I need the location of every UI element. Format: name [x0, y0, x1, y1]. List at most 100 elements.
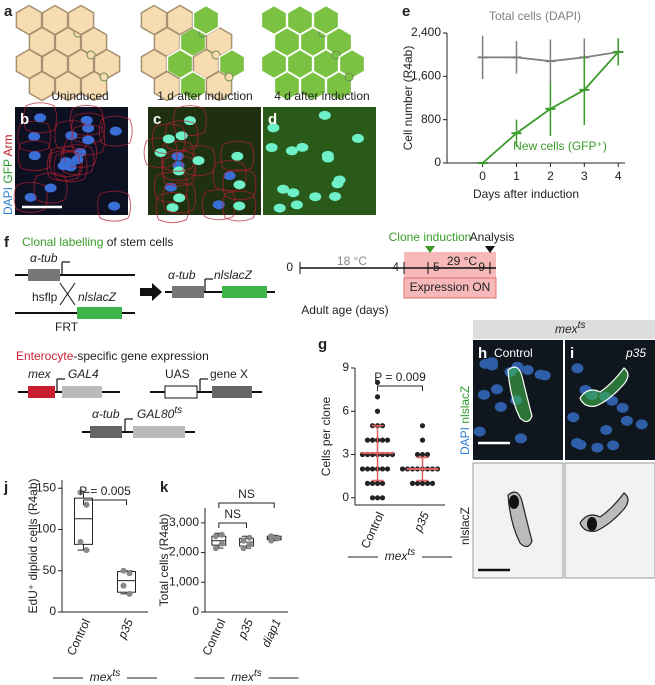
gene-box	[62, 386, 102, 398]
gene-box	[164, 385, 198, 399]
point	[419, 451, 426, 458]
x-axis-label: Days after induction	[473, 187, 579, 201]
significance-bracket	[218, 522, 247, 528]
gene-label: α-tub	[168, 268, 196, 282]
timeline-label: 9	[478, 260, 485, 274]
cell-outline	[23, 102, 58, 134]
box	[117, 571, 136, 593]
nucleus	[231, 151, 244, 161]
point	[120, 567, 127, 574]
cell-outline	[13, 181, 48, 213]
panel-letter: e	[402, 3, 410, 20]
panel-letter: a	[4, 3, 13, 20]
x-tick-label: Control	[199, 617, 228, 658]
nucleus	[490, 384, 503, 395]
group-label-sup: ts	[112, 668, 120, 679]
nucleus	[607, 440, 620, 451]
nucleus	[24, 192, 37, 202]
point	[126, 590, 133, 597]
x-tick-label: p35	[115, 616, 137, 641]
x-tick-label: 4	[615, 169, 622, 183]
header-label: mexts	[555, 320, 585, 337]
event-marker	[485, 246, 495, 253]
gene-box	[222, 286, 267, 298]
cell-outline	[162, 182, 197, 214]
cell-outline	[54, 120, 89, 152]
point	[374, 394, 381, 400]
gene-label: FRT	[55, 320, 79, 334]
stain-gfp: GFP	[1, 159, 15, 184]
gene-box	[212, 386, 252, 398]
gene-box	[172, 286, 204, 298]
point	[374, 408, 381, 414]
point	[409, 480, 416, 486]
nucleus	[477, 389, 490, 400]
expression-label: Expression ON	[410, 280, 491, 294]
cell	[260, 4, 288, 36]
stem-cell	[86, 50, 96, 60]
y-axis-label: EdU⁺ diploid cells (R4ab)	[26, 478, 40, 613]
panel-letter: k	[160, 479, 169, 496]
nucleus	[571, 363, 584, 374]
box	[74, 497, 93, 545]
nucleus	[233, 180, 246, 190]
expression-box	[403, 277, 497, 299]
nucleus	[567, 412, 580, 423]
y-tick-label: 100	[36, 522, 56, 536]
series-label: Total cells (DAPI)	[489, 9, 581, 23]
nucleus	[329, 191, 342, 201]
nucleus	[290, 200, 303, 210]
f-heading: Clonal labelling of stem cells	[22, 235, 173, 249]
point	[364, 437, 371, 443]
cell-outline	[48, 146, 83, 178]
y-tick-label: 3,000	[169, 515, 199, 529]
nucleus	[616, 402, 629, 413]
nucleus	[175, 131, 188, 141]
nucleus	[223, 171, 236, 181]
cell-outline	[98, 115, 133, 147]
point	[374, 379, 381, 386]
cell	[54, 70, 82, 102]
y-tick-label: 2,400	[411, 25, 441, 39]
f-heading-part: -specific gene expression	[73, 349, 208, 363]
stain-label: nlslacZ	[458, 507, 472, 545]
point	[246, 541, 253, 548]
nucleus	[600, 424, 613, 435]
stain-arm: Arm	[1, 135, 15, 157]
y-tick-label: 0	[342, 490, 349, 504]
point	[359, 466, 366, 472]
y-tick-label: 2,000	[169, 545, 199, 559]
nucleus	[267, 123, 280, 133]
gene-label: nlslacZ	[78, 290, 117, 304]
x-tick-label: 0	[479, 169, 486, 183]
group-label: mexts	[231, 668, 261, 685]
nucleus	[309, 192, 322, 202]
stem-cell	[344, 72, 354, 82]
point	[268, 537, 275, 544]
point	[126, 570, 133, 577]
timeline-event: Clone induction	[389, 230, 472, 244]
timeline-axis-label: Adult age (days)	[301, 303, 388, 317]
y-tick-label: 1,000	[169, 574, 199, 588]
point	[379, 466, 386, 472]
y-tick-label: 0	[434, 155, 441, 169]
cross	[59, 282, 76, 306]
x-tick-label: 2	[547, 169, 554, 183]
gene-label-sup: ts	[174, 405, 182, 416]
cell	[67, 4, 95, 36]
background-layer	[13, 4, 655, 579]
y-axis-label: Cell number (R4ab)	[401, 46, 415, 151]
stain-dapi: DAPI	[458, 427, 472, 455]
nucleus	[173, 193, 186, 203]
point	[424, 451, 431, 458]
y-axis-label: Total cells (R4ab)	[157, 514, 171, 607]
point	[384, 437, 391, 443]
cell-outline	[17, 140, 52, 172]
stem-cell	[99, 72, 109, 82]
point	[364, 466, 371, 472]
nucleus	[28, 131, 41, 141]
y-tick-label: 9	[342, 360, 349, 374]
point	[384, 466, 391, 472]
cell-outline	[161, 155, 196, 187]
temperature-label: 29 °C	[447, 254, 477, 268]
